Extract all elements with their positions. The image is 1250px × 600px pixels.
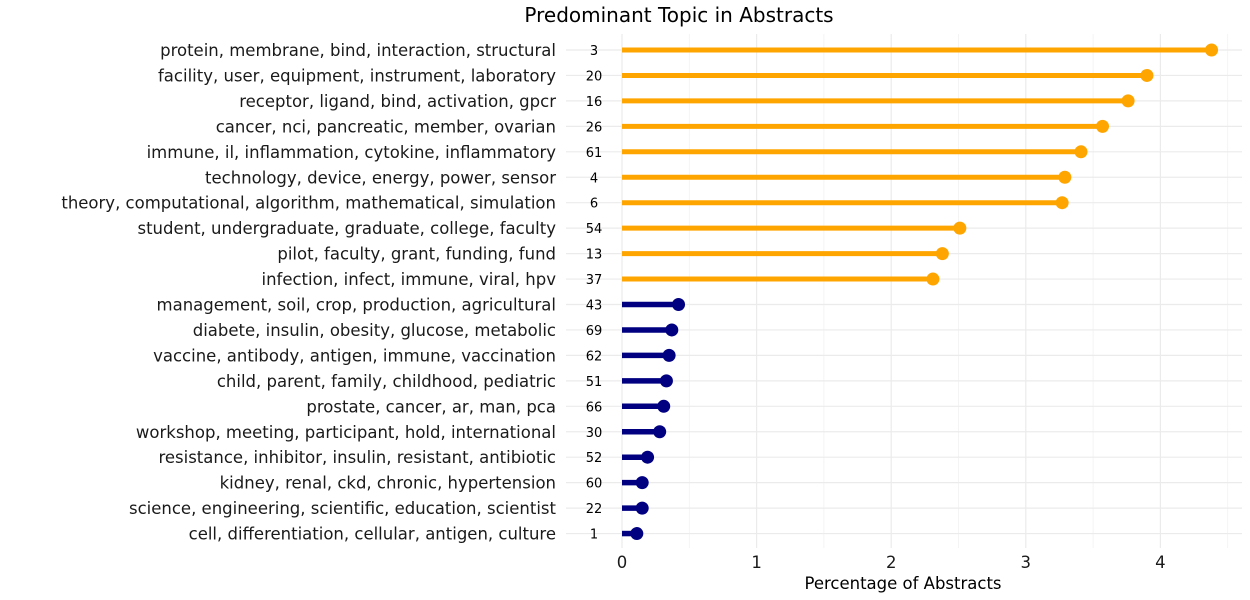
lollipop-point: [1096, 119, 1110, 133]
x-axis-ticks: 0 1 2 3 4: [617, 553, 1166, 572]
x-tick-label: 2: [886, 553, 897, 572]
lollipop-point: [630, 527, 644, 541]
lollipop-point: [672, 298, 686, 311]
lollipop-point: [953, 221, 967, 235]
topic-id-label: 3: [590, 44, 598, 59]
topic-id-label: 26: [586, 120, 603, 135]
topic-id-label: 62: [586, 349, 603, 364]
category-label: theory, computational, algorithm, mathem…: [61, 194, 556, 213]
lollipop-point: [659, 374, 673, 388]
lollipop-point: [1055, 196, 1069, 210]
lollipop-point: [935, 247, 949, 261]
lollipop-point: [1074, 145, 1088, 159]
category-label: management, soil, crop, production, agri…: [157, 296, 556, 315]
topic-id-labels: 3 20 16 26 61 4 6 54 13 37 43 69 62 51 66 30 52 60 22 1: [586, 44, 603, 543]
topic-id-label: 37: [586, 273, 603, 288]
lollipop-point: [662, 348, 676, 362]
category-label: facility, user, equipment, instrument, l…: [158, 66, 556, 85]
x-tick-label: 3: [1021, 553, 1032, 572]
lollipop-point: [657, 399, 671, 413]
lollipop-point: [665, 323, 679, 337]
lollipop-point: [1205, 43, 1219, 57]
topic-id-label: 6: [590, 197, 598, 212]
topic-id-label: 66: [586, 400, 603, 415]
topic-id-label: 20: [586, 69, 603, 84]
topic-id-label: 61: [586, 146, 603, 161]
lollipop-point: [635, 501, 649, 515]
topic-id-label: 54: [586, 222, 603, 237]
lollipop-point: [641, 450, 655, 464]
lollipop-point: [926, 272, 940, 286]
x-tick-label: 1: [751, 553, 762, 572]
category-label: science, engineering, scientific, educat…: [129, 499, 557, 518]
topic-id-label: 43: [586, 299, 603, 314]
grid-lines: [566, 34, 1242, 548]
category-label: student, undergraduate, graduate, colleg…: [137, 219, 556, 238]
category-label: workshop, meeting, participant, hold, in…: [136, 423, 556, 442]
x-tick-label: 4: [1155, 553, 1166, 572]
category-label: prostate, cancer, ar, man, pca: [306, 397, 556, 416]
lollipop-series: [622, 43, 1219, 541]
category-label: pilot, faculty, grant, funding, fund: [277, 245, 556, 264]
topic-id-label: 69: [586, 324, 603, 339]
category-label: technology, device, energy, power, senso…: [205, 168, 556, 187]
x-tick-label: 0: [617, 553, 628, 572]
category-label: receptor, ligand, bind, activation, gpcr: [239, 92, 556, 111]
topic-id-label: 1: [590, 528, 598, 543]
lollipop-point: [1058, 170, 1072, 184]
category-label: cancer, nci, pancreatic, member, ovarian: [216, 117, 556, 136]
topic-id-label: 13: [586, 248, 603, 263]
x-axis-title: Percentage of Abstracts: [804, 574, 1001, 593]
topic-id-label: 22: [586, 502, 603, 517]
topic-id-label: 52: [586, 451, 603, 466]
category-labels: protein, membrane, bind, interaction, st…: [61, 41, 556, 544]
chart-title: Predominant Topic in Abstracts: [524, 3, 833, 27]
topic-id-label: 60: [586, 477, 603, 492]
topic-id-label: 16: [586, 95, 603, 110]
category-label: cell, differentiation, cellular, antigen…: [189, 525, 556, 544]
category-label: diabete, insulin, obesity, glucose, meta…: [193, 321, 556, 340]
category-label: infection, infect, immune, viral, hpv: [261, 270, 556, 289]
category-label: vaccine, antibody, antigen, immune, vacc…: [153, 346, 556, 365]
category-label: immune, il, inflammation, cytokine, infl…: [147, 143, 557, 162]
lollipop-point: [653, 425, 667, 439]
topic-id-label: 4: [590, 171, 598, 186]
topic-id-label: 30: [586, 426, 603, 441]
category-label: protein, membrane, bind, interaction, st…: [160, 41, 556, 60]
category-label: kidney, renal, ckd, chronic, hypertensio…: [220, 474, 556, 493]
lollipop-point: [1121, 94, 1135, 108]
topic-id-label: 51: [586, 375, 603, 390]
category-label: resistance, inhibitor, insulin, resistan…: [158, 448, 556, 467]
category-label: child, parent, family, childhood, pediat…: [217, 372, 556, 391]
lollipop-point: [1140, 68, 1154, 82]
lollipop-point: [635, 476, 649, 490]
